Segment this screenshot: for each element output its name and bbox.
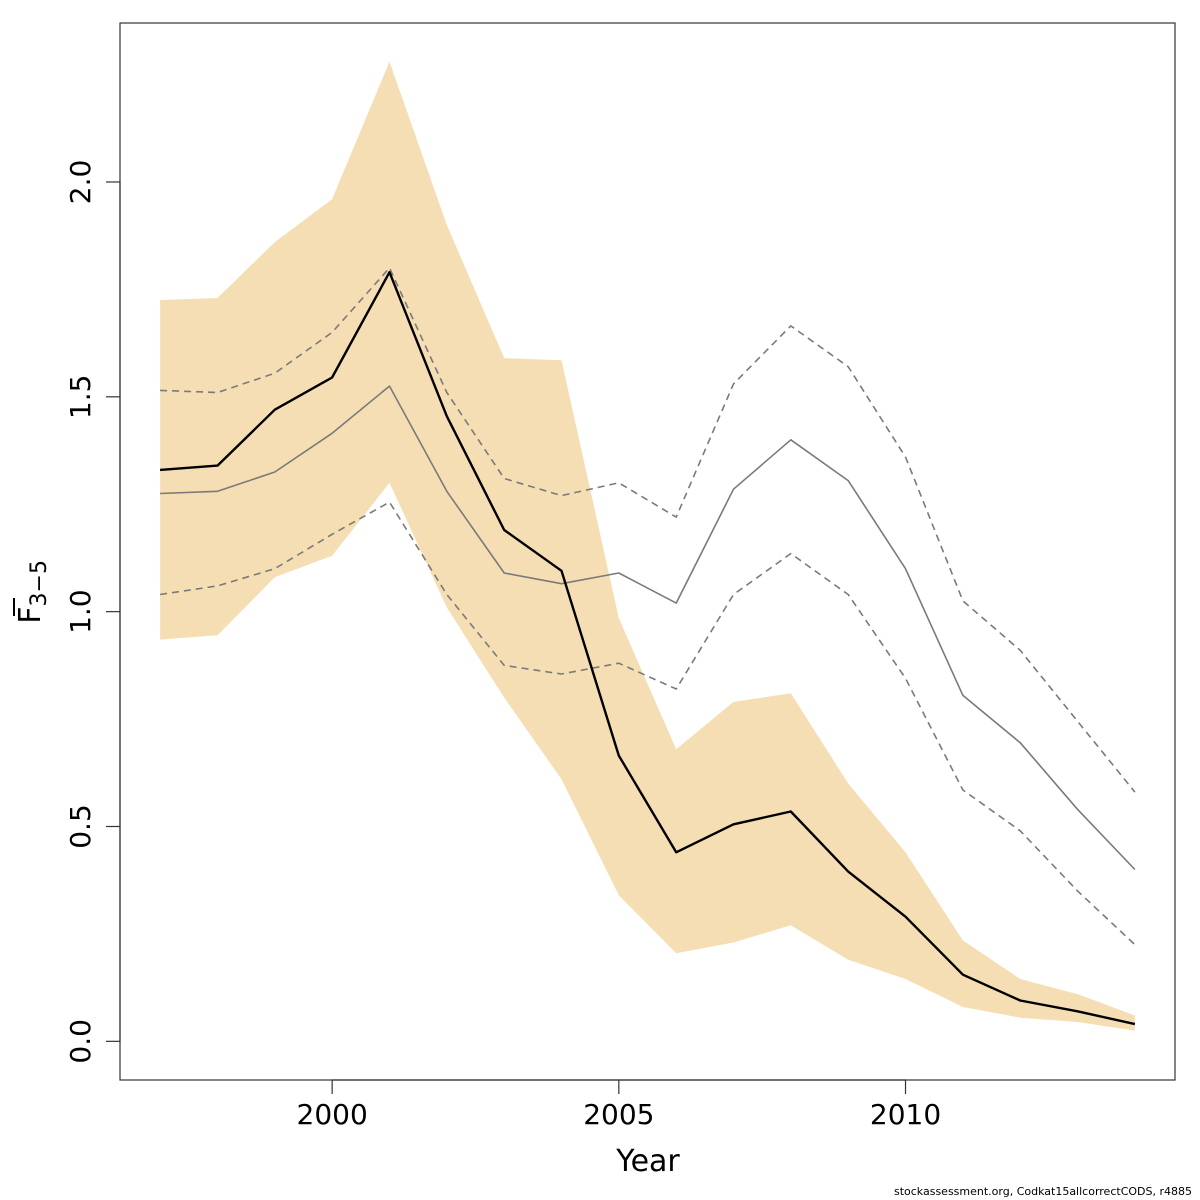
series-line-3	[159, 501, 1136, 946]
series-line-0	[160, 271, 1136, 1026]
y-axis-title-main: F	[13, 606, 48, 623]
y-tick-label: 0.0	[64, 1019, 97, 1064]
series-line-layer	[159, 267, 1136, 1026]
credit-text: stockassessment.org, Codkat15allcorrectC…	[894, 1185, 1192, 1198]
y-tick-label: 1.5	[64, 375, 97, 420]
confidence-band	[160, 61, 1135, 1031]
confidence-band-layer	[160, 61, 1135, 1031]
x-tick-label: 2005	[583, 1098, 654, 1131]
svg-text:F3−5: F3−5	[13, 560, 52, 624]
x-axis: 2000 2005 2010	[297, 1079, 941, 1131]
y-tick-label: 0.5	[64, 804, 97, 849]
series-line-1	[160, 385, 1136, 871]
y-tick-label: 1.0	[64, 589, 97, 634]
x-tick-label: 2010	[870, 1098, 941, 1131]
y-axis-title: F3−5	[13, 560, 52, 624]
y-tick-label: 2.0	[64, 160, 97, 205]
y-axis: 0.0 0.5 1.0 1.5 2.0	[64, 160, 121, 1064]
x-axis-title: Year	[615, 1144, 680, 1179]
y-axis-title-subscript: 3−5	[27, 560, 52, 606]
x-tick-label: 2000	[297, 1098, 368, 1131]
